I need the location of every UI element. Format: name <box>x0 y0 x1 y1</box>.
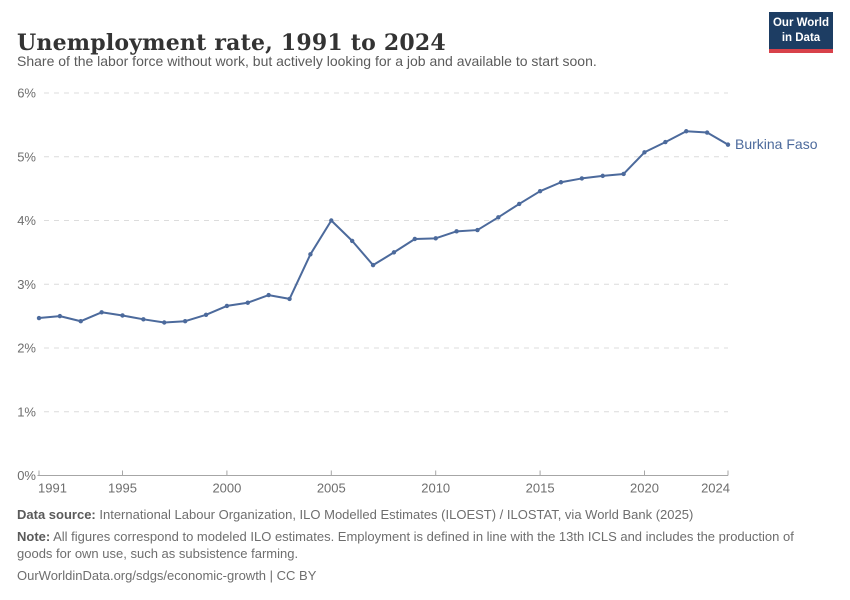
data-point <box>203 312 209 318</box>
data-point <box>642 150 647 155</box>
series-line <box>38 130 729 324</box>
series-label: Burkina Faso <box>735 136 818 152</box>
data-point <box>600 173 605 179</box>
data-point <box>684 129 689 134</box>
data-point <box>454 229 459 234</box>
x-axis-label: 2015 <box>526 481 555 496</box>
data-point <box>57 313 63 319</box>
note-text: All figures correspond to modeled ILO es… <box>17 528 794 562</box>
data-point <box>36 315 42 321</box>
x-axis-label: 2010 <box>421 481 450 496</box>
data-point <box>725 142 731 147</box>
data-source-line: Data source: International Labour Organi… <box>17 506 805 524</box>
chart-footer: Data source: International Labour Organi… <box>17 506 805 588</box>
data-point <box>99 310 104 315</box>
data-point <box>704 130 710 135</box>
y-axis-label: 5% <box>17 149 36 164</box>
owid-logo: Our World in Data <box>769 12 833 53</box>
x-axis-label: 2005 <box>317 481 346 496</box>
owid-logo-line1: Our World <box>772 17 829 30</box>
data-point <box>663 139 668 145</box>
note-line: Note: All figures correspond to modeled … <box>17 528 805 563</box>
data-source-label: Data source: <box>17 507 96 522</box>
data-point <box>433 236 438 241</box>
data-point <box>579 176 585 181</box>
data-point <box>621 171 626 177</box>
note-label: Note: <box>17 528 51 544</box>
x-axis-label: 2024 <box>701 481 730 496</box>
data-point <box>558 180 564 185</box>
y-axis-label: 3% <box>17 277 36 292</box>
data-source-text: International Labour Organization, ILO M… <box>95 507 694 522</box>
data-point <box>266 292 271 298</box>
data-point <box>496 215 501 220</box>
data-point <box>182 319 188 324</box>
chart-subtitle: Share of the labor force without work, b… <box>17 53 597 69</box>
data-point <box>78 319 83 324</box>
y-axis-label: 4% <box>17 213 36 228</box>
data-point <box>162 320 167 325</box>
data-point <box>349 238 355 244</box>
citation-line: OurWorldinData.org/sdgs/economic-growth … <box>17 567 805 585</box>
x-axis-label: 1991 <box>38 481 67 496</box>
x-axis-label: 1995 <box>108 481 137 496</box>
data-point <box>287 296 292 302</box>
data-point <box>537 188 543 194</box>
data-point <box>245 300 250 305</box>
data-point <box>224 303 230 309</box>
y-axis-label: 6% <box>17 86 36 101</box>
data-point <box>308 252 313 257</box>
y-axis-label: 0% <box>17 468 36 483</box>
data-point <box>370 262 376 268</box>
data-point <box>391 250 397 255</box>
page-title: Unemployment rate, 1991 to 2024 <box>17 29 446 56</box>
citation-text: OurWorldinData.org/sdgs/economic-growth … <box>17 567 317 583</box>
data-point <box>412 236 418 242</box>
x-axis-label: 2000 <box>212 481 241 496</box>
line-chart-plot-area[interactable]: 0% 1% 2% 3% 4% 5% 6% 1991 1995 2000 2005 2010 2015 20… <box>0 80 850 505</box>
data-point <box>475 227 480 233</box>
data-point <box>141 317 146 322</box>
y-axis-label: 2% <box>17 341 36 356</box>
y-axis-label: 1% <box>17 404 36 419</box>
owid-logo-line2: in Data <box>781 31 821 44</box>
data-point <box>120 313 125 318</box>
x-axis-label: 2020 <box>630 481 659 496</box>
data-point <box>517 201 522 207</box>
data-point <box>329 218 334 223</box>
